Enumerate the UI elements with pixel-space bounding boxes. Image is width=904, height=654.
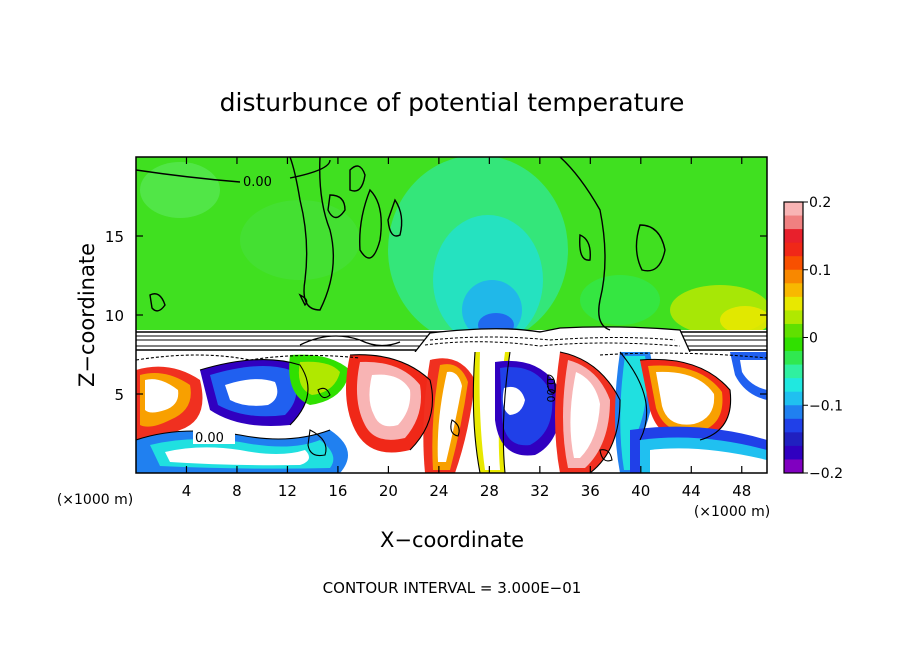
contour-lines [136, 157, 666, 331]
x-tick-label: 40 [631, 482, 650, 500]
contour-label: 0.00 [195, 431, 224, 446]
colorbar-swatch [784, 296, 803, 311]
colorbar-swatch [784, 351, 803, 366]
colorbar-tick-label: 0.1 [809, 263, 831, 279]
contour-label: 0.00 [544, 378, 557, 403]
x-axis-title: X−coordinate [380, 528, 524, 552]
y-axis: 5 10 15 [105, 228, 767, 404]
x-tick-label: 36 [581, 482, 600, 500]
colorbar-swatch [784, 202, 803, 217]
colorbar-swatch [784, 323, 803, 338]
x-tick-label: 44 [682, 482, 701, 500]
y-axis-title: Z−coordinate [75, 243, 99, 387]
contour-interval-note: CONTOUR INTERVAL = 3.000E−01 [323, 579, 582, 597]
colorbar-swatch [784, 364, 803, 379]
x-tick-label: 32 [530, 482, 549, 500]
y-tick-label: 15 [105, 228, 124, 246]
y-tick-label: 5 [114, 386, 124, 404]
y-tick-label: 10 [105, 307, 124, 325]
field-patch [140, 162, 220, 218]
colorbar-swatch [784, 283, 803, 298]
x-axis: 4 8 12 16 20 24 28 32 36 40 44 48 [182, 157, 751, 500]
x-unit-label: (×1000 m) [694, 504, 770, 520]
x-tick-label: 28 [480, 482, 499, 500]
colorbar-swatch [784, 337, 803, 352]
x-tick-label: 48 [732, 482, 751, 500]
field-patch [720, 306, 767, 334]
colorbar-swatch [784, 418, 803, 433]
colorbar-labels: 0.2 0.1 0 −0.1 −0.2 [803, 195, 843, 482]
x-tick-label: 20 [379, 482, 398, 500]
x-tick-label: 12 [278, 482, 297, 500]
plot-area: 0.00 0.00 0.00 [136, 157, 767, 473]
contour-label: 0.00 [243, 175, 272, 190]
colorbar-swatch [784, 269, 803, 284]
colorbar-swatch [784, 391, 803, 406]
colorbar-swatch [784, 432, 803, 447]
field-patch [580, 275, 660, 325]
colorbar-swatch [784, 378, 803, 393]
colorbar-swatch [784, 215, 803, 230]
colorbar [783, 201, 804, 474]
contour-lines-lower [136, 351, 767, 473]
colorbar-tick-label: −0.2 [809, 466, 843, 482]
colorbar-tick-label: 0.2 [809, 195, 831, 211]
x-tick-label: 24 [429, 482, 448, 500]
chart-title: disturbunce of potential temperature [220, 88, 685, 117]
colorbar-tick-label: 0 [809, 331, 818, 347]
colorbar-swatch [784, 445, 803, 460]
colorbar-swatch [784, 242, 803, 257]
colorbar-swatch [784, 229, 803, 244]
colorbar-swatch [784, 256, 803, 271]
colorbar-swatch [784, 405, 803, 420]
x-origin-unit-label: (×1000 m) [57, 492, 133, 508]
x-tick-label: 8 [232, 482, 242, 500]
colorbar-swatch [784, 459, 803, 474]
x-tick-label: 4 [182, 482, 192, 500]
field-patch [240, 200, 360, 280]
x-tick-label: 16 [328, 482, 347, 500]
colorbar-tick-label: −0.1 [809, 398, 843, 414]
colorbar-swatch [784, 310, 803, 325]
